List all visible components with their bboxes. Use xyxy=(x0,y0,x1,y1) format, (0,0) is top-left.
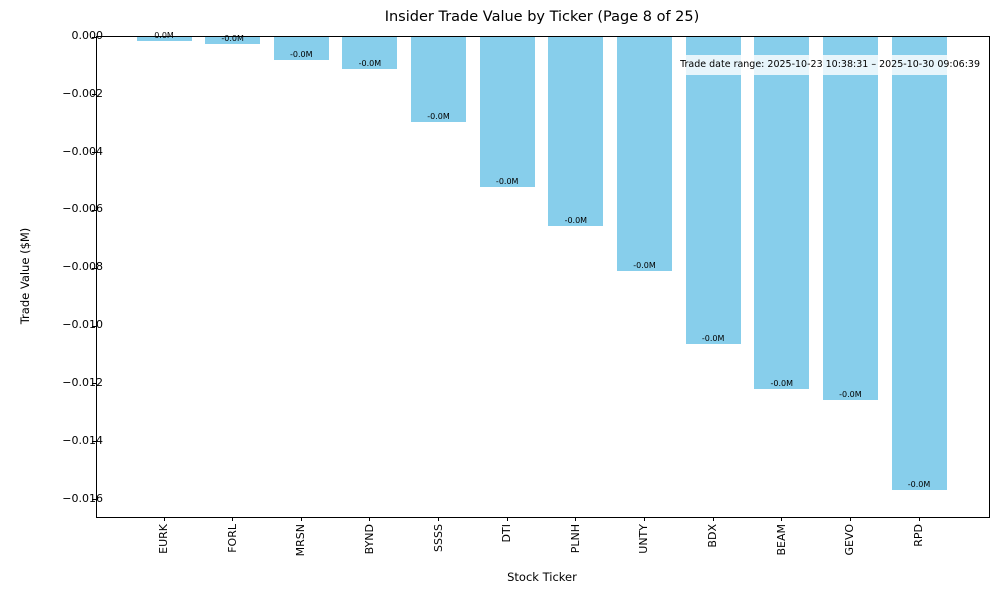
x-tick-label-bynd: BYND xyxy=(362,524,376,555)
bar-ssss xyxy=(411,37,467,123)
bar-beam xyxy=(754,37,810,389)
y-tick-mark xyxy=(92,383,96,385)
bar-value-label: -0.0M xyxy=(564,216,588,226)
bar-plnh xyxy=(548,37,604,227)
y-tick-label: −0.008 xyxy=(62,260,103,274)
x-tick-mark xyxy=(781,517,783,521)
x-tick-label-unty: UNTY xyxy=(637,524,651,554)
x-tick-label-forl: FORL xyxy=(225,524,239,553)
x-tick-mark xyxy=(918,517,920,521)
y-tick-mark xyxy=(92,36,96,38)
y-tick-label: −0.016 xyxy=(62,491,103,505)
bar-dti xyxy=(479,37,535,188)
chart-title: Insider Trade Value by Ticker (Page 8 of… xyxy=(384,9,700,25)
x-tick-mark xyxy=(300,517,302,521)
y-tick-mark xyxy=(92,209,96,211)
bar-value-label: -0.0M xyxy=(770,378,794,388)
bar-value-label: 0.0M xyxy=(154,31,174,41)
y-tick-mark xyxy=(92,441,96,443)
bar-mrsn xyxy=(273,37,329,61)
x-tick-mark xyxy=(163,517,165,521)
x-tick-label-dti: DTI xyxy=(500,524,514,543)
x-tick-label-ssss: SSSS xyxy=(431,524,445,552)
bar-value-label: -0.0M xyxy=(221,34,244,44)
bar-eurk xyxy=(136,37,192,42)
bar-value-label: -0.0M xyxy=(427,112,450,122)
annotation-box: Trade date range: 2025-10-23 10:38:31 – … xyxy=(674,55,986,75)
y-axis-label: Trade Value ($M) xyxy=(18,227,32,325)
bar-rpd xyxy=(891,37,947,491)
bar-value-label: -0.0M xyxy=(907,480,931,490)
x-tick-mark xyxy=(849,517,851,521)
y-tick-label: 0.000 xyxy=(71,29,104,42)
y-tick-label: −0.010 xyxy=(62,318,103,332)
y-tick-label: −0.014 xyxy=(62,433,103,447)
y-tick-mark xyxy=(92,94,96,96)
x-tick-mark xyxy=(438,517,440,521)
bar-bynd xyxy=(342,37,398,70)
bar-value-label: -0.0M xyxy=(839,389,862,399)
x-tick-mark xyxy=(506,517,508,521)
x-tick-label-rpd: RPD xyxy=(912,524,926,547)
x-tick-label-mrsn: MRSN xyxy=(294,524,308,557)
x-tick-mark xyxy=(232,517,234,521)
bar-value-label: -0.0M xyxy=(290,50,313,60)
x-tick-mark xyxy=(643,517,645,521)
x-tick-mark xyxy=(575,517,577,521)
bar-unty xyxy=(616,37,672,272)
x-tick-mark xyxy=(369,517,371,521)
y-tick-label: −0.012 xyxy=(62,375,103,389)
y-tick-label: −0.004 xyxy=(62,144,103,158)
x-tick-label-plnh: PLNH xyxy=(568,524,582,554)
x-tick-label-bdx: BDX xyxy=(706,524,720,548)
x-tick-mark xyxy=(712,517,714,521)
bar-gevo xyxy=(822,37,878,400)
y-tick-mark xyxy=(92,152,96,154)
y-tick-mark xyxy=(92,499,96,501)
x-tick-label-eurk: EURK xyxy=(157,524,170,554)
x-tick-label-beam: BEAM xyxy=(774,524,788,556)
x-axis-label: Stock Ticker xyxy=(507,570,577,584)
bar-value-label: -0.0M xyxy=(358,59,382,69)
y-tick-mark xyxy=(92,267,96,269)
y-tick-mark xyxy=(92,325,96,327)
y-tick-label: −0.002 xyxy=(62,86,103,100)
bar-value-label: -0.0M xyxy=(633,261,656,271)
x-tick-label-gevo: GEVO xyxy=(843,524,857,556)
bar-value-label: -0.0M xyxy=(701,333,725,343)
y-tick-label: −0.006 xyxy=(62,202,103,216)
bar-bdx xyxy=(685,37,741,344)
bar-value-label: -0.0M xyxy=(495,177,519,187)
bar-forl xyxy=(205,37,261,45)
plot-area: 0.0M EURK -0.0M FORL -0.0M MRSN -0.0M BYND -0.0M… xyxy=(92,31,990,556)
